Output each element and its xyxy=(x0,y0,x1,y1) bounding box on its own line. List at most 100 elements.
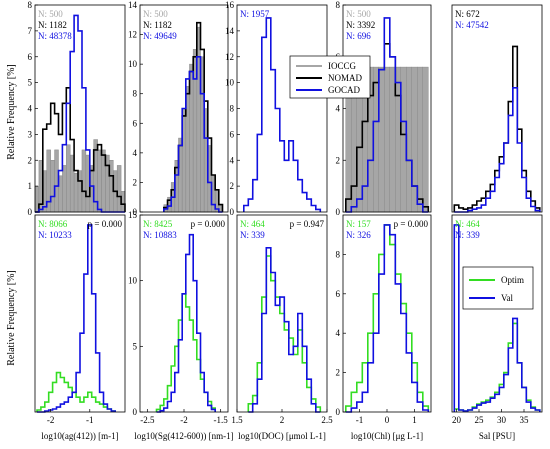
annotation-bottom-5: N: 339 xyxy=(455,230,480,240)
y-tick-label-top-1: 5 xyxy=(28,78,33,88)
x-tick-label-bottom-5: 35 xyxy=(520,415,530,425)
p-value-bottom-2: p = 0.000 xyxy=(191,219,226,229)
annotation-top-5: N: 47542 xyxy=(455,20,489,30)
y-tick-label-top-3: 0 xyxy=(230,207,235,217)
bar-top-4-ioccg xyxy=(390,67,396,212)
annotation-top-1: N: 500 xyxy=(38,9,63,19)
top-legend-label: IOCCG xyxy=(328,61,357,71)
annotation-top-2: N: 1182 xyxy=(143,20,172,30)
x-tick-label-bottom-4: 0 xyxy=(385,415,390,425)
annotation-bottom-2: N: 10883 xyxy=(143,230,177,240)
annotation-top-3: N: 1957 xyxy=(240,9,270,19)
top-legend-label: GOCAD xyxy=(328,85,361,95)
bottom-legend-label: Optim xyxy=(501,275,524,285)
annotation-top-1: N: 48378 xyxy=(38,31,72,41)
y-tick-label-bottom-4: 4 xyxy=(336,328,341,338)
y-tick-label-bottom-2: 5 xyxy=(133,341,138,351)
y-tick-label-top-1: 3 xyxy=(28,129,33,139)
x-tick-label-bottom-3: 1.5 xyxy=(231,415,243,425)
plot-area-top-5 xyxy=(452,5,542,212)
annotation-bottom-5: N: 464 xyxy=(455,219,480,229)
y-tick-label-top-1: 1 xyxy=(28,181,33,191)
y-tick-label-top-1: 6 xyxy=(28,52,33,62)
bottom-legend xyxy=(463,267,533,309)
y-tick-label-top-1: 0 xyxy=(28,207,33,217)
y-axis-title-bottom: Relative Frequency [%] xyxy=(6,270,17,366)
x-tick-label-bottom-2: -2 xyxy=(180,415,188,425)
annotation-top-5: N: 672 xyxy=(455,9,480,19)
y-tick-label-top-3: 12 xyxy=(225,52,234,62)
y-tick-label-top-2: 4 xyxy=(133,148,138,158)
p-value-bottom-3: p = 0.947 xyxy=(290,219,325,229)
bar-top-4-ioccg xyxy=(423,67,429,212)
plot-area-bottom-5 xyxy=(452,215,542,412)
plot-area-bottom-1 xyxy=(35,215,125,412)
plot-area-bottom-2 xyxy=(140,215,228,412)
y-tick-label-top-4: 8 xyxy=(336,0,341,10)
x-axis-label-bottom-4: log10(Chl) [μg L-1] xyxy=(351,431,423,441)
annotation-bottom-2: N: 8425 xyxy=(143,219,173,229)
y-tick-label-top-2: 2 xyxy=(133,177,138,187)
annotation-bottom-4: N: 326 xyxy=(346,230,371,240)
y-tick-label-top-2: 14 xyxy=(128,0,138,10)
y-tick-label-top-3: 4 xyxy=(230,155,235,165)
y-tick-label-bottom-4: 6 xyxy=(336,289,341,299)
plot-area-top-3 xyxy=(237,5,327,212)
x-tick-label-bottom-1: -2 xyxy=(47,415,55,425)
x-tick-label-bottom-5: 20 xyxy=(452,415,462,425)
y-tick-label-bottom-2: 15 xyxy=(128,210,138,220)
y-tick-label-bottom-2: 0 xyxy=(133,407,138,417)
bar-top-1-ioccg xyxy=(62,165,66,212)
y-tick-label-top-3: 6 xyxy=(230,129,235,139)
y-tick-label-bottom-4: 8 xyxy=(336,249,341,259)
bottom-legend-label: Val xyxy=(501,293,513,303)
x-axis-label-bottom-5: Sal [PSU] xyxy=(479,431,515,441)
annotation-bottom-3: N: 464 xyxy=(240,219,265,229)
annotation-top-4: N: 696 xyxy=(346,31,371,41)
y-tick-label-top-3: 8 xyxy=(230,104,235,114)
x-tick-label-bottom-2: -1.5 xyxy=(214,415,229,425)
y-tick-label-bottom-2: 10 xyxy=(128,276,138,286)
x-tick-label-bottom-5: 25 xyxy=(475,415,485,425)
x-tick-label-bottom-3: 2 xyxy=(280,415,285,425)
y-tick-label-top-3: 14 xyxy=(225,26,235,36)
y-tick-label-top-4: 0 xyxy=(336,207,341,217)
y-tick-label-top-3: 10 xyxy=(225,78,235,88)
x-tick-label-bottom-1: -1 xyxy=(86,415,94,425)
p-value-bottom-1: p = 0.000 xyxy=(88,219,123,229)
y-axis-title-top: Relative Frequency [%] xyxy=(6,64,17,160)
x-tick-label-bottom-2: -2.5 xyxy=(140,415,155,425)
annotation-bottom-1: N: 10233 xyxy=(38,230,72,240)
y-tick-label-top-2: 8 xyxy=(133,89,138,99)
x-axis-label-bottom-1: log10(ag(412)) [m-1] xyxy=(41,431,118,441)
y-tick-label-top-2: 12 xyxy=(128,30,137,40)
annotation-top-4: N: 3392 xyxy=(346,20,375,30)
y-tick-label-bottom-4: 0 xyxy=(336,407,341,417)
y-tick-label-top-1: 2 xyxy=(28,155,33,165)
y-tick-label-top-4: 4 xyxy=(336,104,341,114)
annotation-bottom-3: N: 339 xyxy=(240,230,265,240)
top-legend-label: NOMAD xyxy=(328,73,363,83)
bar-top-4-ioccg xyxy=(412,67,418,212)
annotation-bottom-1: N: 8066 xyxy=(38,219,68,229)
annotation-top-2: N: 49649 xyxy=(143,31,177,41)
p-value-bottom-4: p = 0.000 xyxy=(394,219,429,229)
annotation-top-4: N: 500 xyxy=(346,9,371,19)
x-tick-label-bottom-3: 2.5 xyxy=(321,415,333,425)
x-axis-label-bottom-2: log10(Sg(412-600)) [nm-1] xyxy=(134,431,233,441)
bar-top-1-ioccg xyxy=(117,165,121,212)
x-tick-label-bottom-5: 30 xyxy=(497,415,507,425)
y-tick-label-top-1: 4 xyxy=(28,104,33,114)
y-tick-label-top-3: 16 xyxy=(225,0,235,10)
annotation-top-1: N: 1182 xyxy=(38,20,67,30)
x-tick-label-bottom-4: -1 xyxy=(356,415,364,425)
y-tick-label-top-1: 8 xyxy=(28,0,33,10)
y-tick-label-top-4: 2 xyxy=(336,155,341,165)
annotation-bottom-4: N: 157 xyxy=(346,219,371,229)
x-tick-label-bottom-4: 1 xyxy=(412,415,417,425)
y-tick-label-top-2: 10 xyxy=(128,59,138,69)
y-tick-label-top-1: 7 xyxy=(28,26,33,36)
annotation-top-2: N: 500 xyxy=(143,9,168,19)
